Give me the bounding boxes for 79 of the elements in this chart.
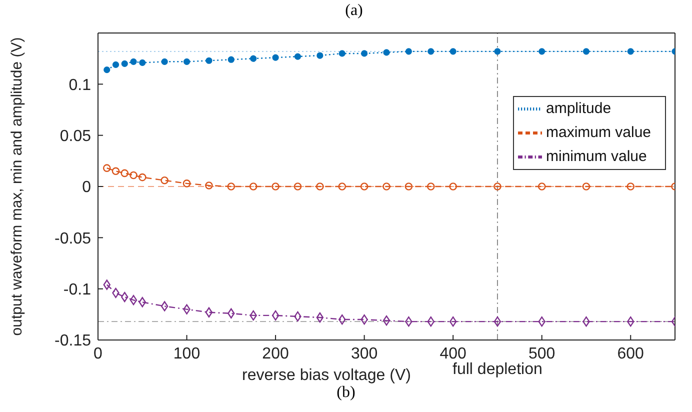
x-axis-title: reverse bias voltage (V) <box>242 367 411 384</box>
point <box>538 182 546 190</box>
point <box>272 310 280 321</box>
point <box>383 49 390 56</box>
point <box>272 54 279 61</box>
point <box>130 294 138 306</box>
point <box>112 61 120 68</box>
y-tick-label: -0.1 <box>63 282 92 299</box>
point <box>227 182 236 190</box>
point <box>426 182 435 190</box>
point <box>494 316 502 327</box>
point <box>102 164 111 172</box>
point <box>338 182 346 190</box>
point <box>316 52 324 59</box>
point <box>361 50 368 57</box>
point <box>272 182 280 190</box>
point <box>182 180 191 188</box>
point <box>404 182 413 190</box>
point <box>138 297 146 308</box>
point <box>183 304 190 314</box>
ref-line-label: full depletion <box>452 361 542 378</box>
point <box>228 308 235 318</box>
point <box>582 182 590 190</box>
point <box>160 301 168 312</box>
point <box>205 307 213 318</box>
point <box>130 58 137 65</box>
x-tick-label: 600 <box>617 345 644 362</box>
point <box>626 182 635 190</box>
y-axis-title: output waveform max, min and amplitude (V) <box>8 37 26 336</box>
point <box>228 56 234 63</box>
x-tick-label: 0 <box>94 345 103 362</box>
point <box>183 58 190 65</box>
y-tick-label: 0.05 <box>60 128 92 146</box>
y-tick-label: 0 <box>82 179 92 196</box>
x-tick-label: 100 <box>173 345 200 362</box>
point <box>161 58 168 65</box>
text: (a) <box>344 2 364 20</box>
point <box>294 182 302 190</box>
point <box>360 182 368 190</box>
point <box>449 316 457 327</box>
point <box>121 60 128 67</box>
legend-label: amplitude <box>546 100 612 117</box>
point <box>405 48 412 55</box>
point <box>582 48 590 55</box>
x-tick-label: 300 <box>350 345 378 362</box>
text: (b) <box>336 384 356 402</box>
legend-label: minimum value <box>546 148 647 165</box>
point <box>104 66 110 74</box>
point <box>494 182 502 190</box>
y-tick-label: -0.15 <box>54 332 92 350</box>
point <box>627 48 634 55</box>
x-tick-label: 200 <box>262 345 289 362</box>
point <box>112 167 120 176</box>
point <box>205 182 213 190</box>
point <box>450 48 456 55</box>
point <box>139 59 146 66</box>
point <box>138 173 146 182</box>
point <box>294 53 302 60</box>
point <box>449 182 457 190</box>
point <box>382 182 390 190</box>
point <box>494 48 501 55</box>
point <box>160 176 168 184</box>
point <box>316 312 324 323</box>
x-tick-label: 500 <box>528 345 556 362</box>
point <box>130 171 138 180</box>
point <box>428 48 434 55</box>
x-tick-label: 400 <box>440 345 467 362</box>
point <box>103 280 110 290</box>
point <box>206 57 212 64</box>
point <box>120 169 129 178</box>
point <box>316 182 324 190</box>
point <box>250 55 257 62</box>
y-tick-label: -0.05 <box>54 230 92 248</box>
y-tick-label: 0.1 <box>68 76 92 94</box>
point <box>538 48 546 55</box>
legend-label: maximum value <box>546 124 652 141</box>
point <box>338 50 346 57</box>
point <box>382 315 390 326</box>
point <box>249 182 258 190</box>
